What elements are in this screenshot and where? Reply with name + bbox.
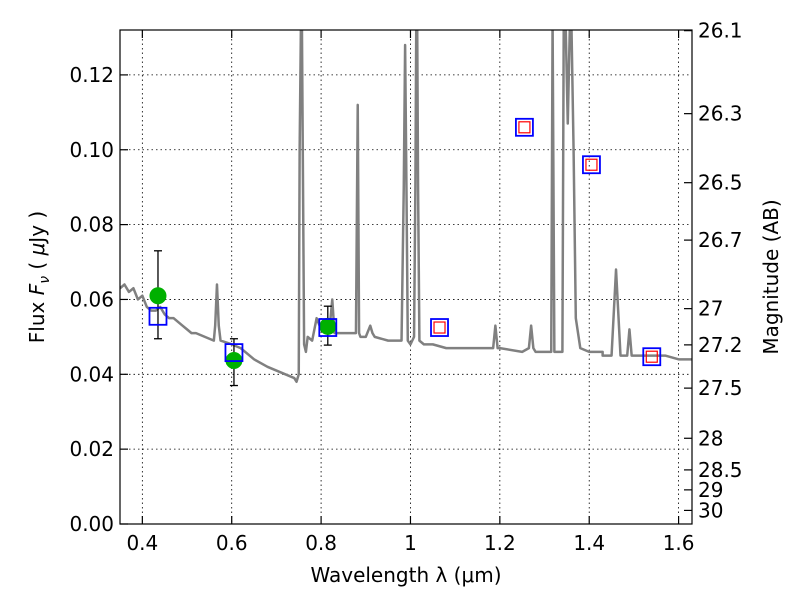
- y-tick-label: 0.06: [69, 287, 114, 311]
- y-axis-label-nu: ν: [37, 276, 53, 284]
- x-tick-label: 1: [404, 531, 417, 555]
- y-axis-tick-labels: 0.00 0.02 0.04 0.06 0.08 0.10 0.12: [69, 63, 114, 536]
- x-axis-label: Wavelength λ (μm): [310, 563, 501, 587]
- x-tick-label: 0.4: [126, 531, 158, 555]
- magnitude-tick-label: 28: [698, 426, 723, 450]
- plot-frame: [119, 29, 693, 525]
- plot-area: [120, 30, 692, 387]
- x-tick-label: 1.4: [573, 531, 605, 555]
- magnitude-tick-label: 26.3: [698, 102, 743, 126]
- model-points: [148, 117, 662, 367]
- model-point: [318, 318, 338, 337]
- predicted-point: [585, 158, 598, 171]
- predicted-point: [433, 321, 446, 334]
- x-tick-label: 1.2: [484, 531, 516, 555]
- magnitude-tick-label: 30: [698, 498, 723, 522]
- y-tick-label: 0.00: [69, 512, 114, 536]
- y-tick-label: 0.10: [69, 138, 114, 162]
- observed-point: [319, 317, 337, 335]
- predicted-point: [645, 350, 658, 363]
- y-tick-label: 0.04: [69, 362, 114, 386]
- model-point: [515, 117, 534, 137]
- magnitude-tick-label: 28.5: [698, 458, 743, 482]
- observed-point: [149, 287, 167, 305]
- model-point: [430, 318, 449, 337]
- magnitude-axis-label: Magnitude (AB): [759, 199, 783, 354]
- magnitude-tick-label: 26.7: [698, 228, 743, 252]
- ticks: [120, 30, 692, 525]
- y-axis-label-unit: Jy ): [25, 211, 49, 245]
- x-axis-tick-labels: 0.4 0.6 0.8 1 1.2 1.4 1.6: [126, 531, 694, 555]
- spectrum-line: [120, 30, 692, 384]
- predicted-points: [433, 121, 658, 363]
- predicted-point: [518, 121, 531, 134]
- y-tick-label: 0.02: [69, 437, 114, 461]
- model-point: [224, 343, 244, 362]
- y-axis-label-f: F: [25, 283, 49, 295]
- y-tick-label: 0.08: [69, 213, 114, 237]
- magnitude-tick-label: 27: [698, 297, 723, 321]
- x-tick-label: 0.6: [216, 531, 248, 555]
- model-point: [642, 347, 662, 367]
- y-axis-label-mu: μ: [25, 243, 49, 257]
- magnitude-tick-label: 29: [698, 478, 723, 502]
- magnitude-tick-label: 26.1: [698, 19, 743, 43]
- observed-points: [149, 287, 337, 369]
- y-axis-label-open: (: [25, 255, 49, 276]
- magnitude-tick-label: 26.5: [698, 171, 743, 195]
- y-axis-label: Flux Fν ( μJy ): [25, 211, 53, 343]
- y-tick-label: 0.12: [69, 63, 114, 87]
- magnitude-tick-label: 27.5: [698, 376, 743, 400]
- x-tick-label: 0.8: [305, 531, 337, 555]
- x-tick-label: 1.6: [663, 531, 695, 555]
- magnitude-tick-label: 27.2: [698, 333, 743, 357]
- model-point: [582, 155, 601, 175]
- model-point: [148, 306, 168, 326]
- y-axis-label-text: Flux: [25, 295, 49, 343]
